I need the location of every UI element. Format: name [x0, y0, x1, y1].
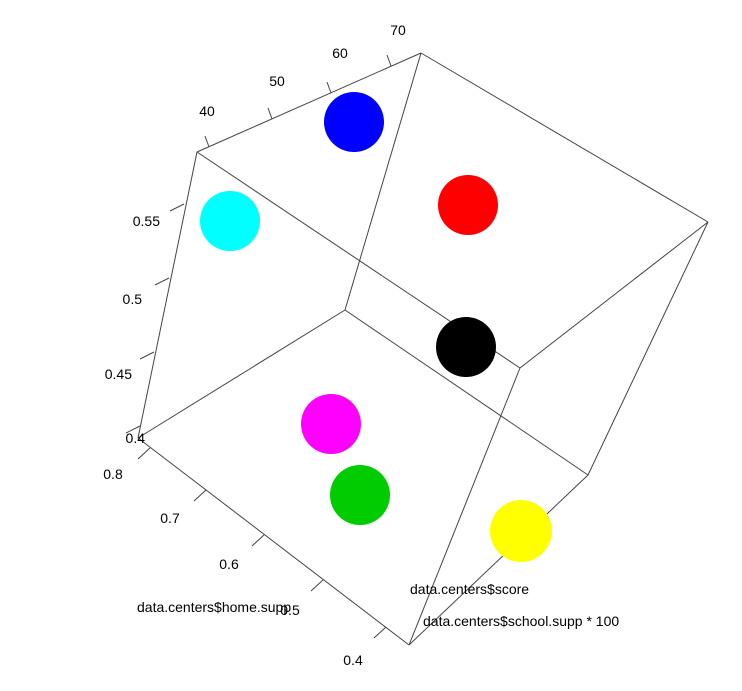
blue-point — [324, 92, 384, 152]
x-tick-mark — [326, 81, 332, 94]
y-tick-label: 0.6 — [219, 556, 239, 572]
box-edge — [344, 52, 422, 311]
y-tick-mark — [310, 579, 324, 592]
red-point — [438, 175, 498, 235]
y-tick-label: 0.4 — [343, 652, 363, 668]
box-edge — [420, 52, 709, 223]
box-edge — [137, 151, 198, 439]
box-edge — [137, 309, 346, 439]
magenta-point — [301, 394, 361, 454]
yellow-point — [490, 500, 552, 562]
y-axis-label: data.centers$home.supp — [137, 599, 291, 615]
data-points — [200, 92, 552, 562]
x-tick-label: 60 — [332, 45, 348, 61]
y-tick-label: 0.5 — [280, 602, 300, 618]
cyan-point — [200, 191, 260, 251]
box-edge — [408, 367, 521, 646]
x-tick-label: 70 — [390, 22, 406, 38]
z-tick-mark — [139, 351, 155, 360]
box-edge — [196, 52, 422, 153]
green-point — [330, 465, 390, 525]
y-tick-mark — [137, 447, 151, 460]
x-tick-mark — [204, 135, 210, 148]
black-point — [436, 317, 496, 377]
z-tick-mark — [125, 425, 141, 434]
x-tick-label: 40 — [199, 103, 215, 119]
y-tick-mark — [373, 626, 387, 639]
box-edge — [587, 221, 709, 476]
plot-box — [137, 52, 709, 646]
box-edge — [137, 437, 410, 646]
x-tick-label: 50 — [269, 73, 285, 89]
y-tick-mark — [193, 489, 207, 502]
y-tick-label: 0.7 — [160, 510, 180, 526]
y-tick-label: 0.8 — [103, 466, 123, 482]
x-tick-mark — [386, 54, 392, 67]
box-edge — [519, 221, 709, 369]
z-tick-label: 0.5 — [123, 291, 143, 307]
y-axis: 0.4 0.5 0.6 0.7 0.8 — [103, 447, 387, 668]
y-tick-mark — [251, 534, 265, 547]
z-axis-label: data.centers$score — [410, 581, 529, 597]
z-tick-mark — [169, 203, 185, 212]
z-tick-mark — [154, 277, 170, 286]
x-axis: 40 50 60 70 — [199, 22, 406, 148]
z-tick-label: 0.4 — [126, 430, 146, 446]
x-tick-mark — [267, 107, 273, 120]
x-axis-label: data.centers$school.supp * 100 — [423, 613, 619, 629]
z-tick-label: 0.45 — [105, 366, 132, 382]
box-edge — [408, 474, 589, 646]
z-axis: 0.4 0.45 0.5 0.55 — [105, 203, 185, 446]
box-edge — [344, 309, 589, 476]
z-tick-label: 0.55 — [133, 213, 160, 229]
